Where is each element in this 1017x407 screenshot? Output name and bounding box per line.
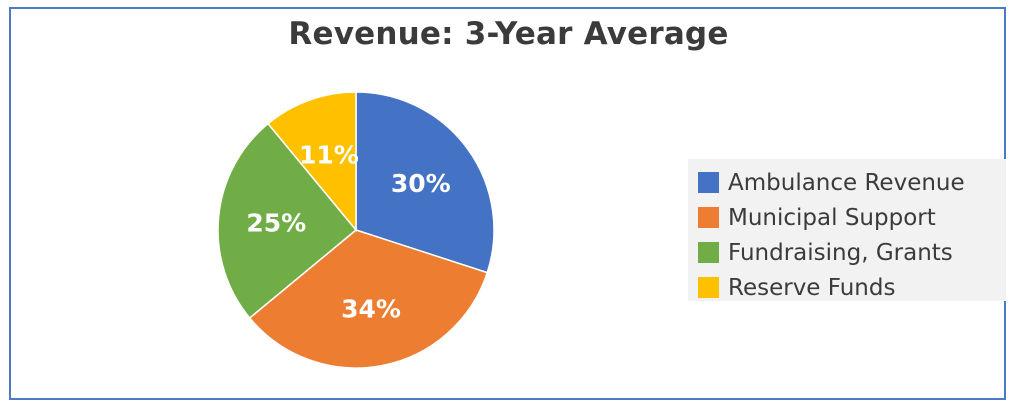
pie-slice-fundraising-grants	[217, 122, 358, 320]
data-label-fundraising-grants: 25%	[246, 209, 306, 238]
legend-item-municipal-support: Municipal Support	[698, 200, 1006, 235]
chart-legend: Ambulance Revenue Municipal Support Fundra…	[688, 159, 1006, 301]
legend-label: Ambulance Revenue	[728, 169, 965, 196]
legend-swatch	[698, 172, 719, 193]
legend-label: Reserve Funds	[728, 274, 896, 301]
data-label-municipal-support: 34%	[341, 295, 401, 324]
legend-swatch	[698, 242, 719, 263]
pie-slice-municipal-support	[248, 229, 489, 369]
legend-item-fundraising-grants: Fundraising, Grants	[698, 235, 1006, 270]
data-label-reserve-funds: 11%	[299, 141, 359, 170]
legend-swatch	[698, 207, 719, 228]
legend-label: Municipal Support	[728, 204, 936, 231]
pie-slice-ambulance-revenue	[355, 91, 495, 274]
data-label-ambulance-revenue: 30%	[391, 169, 451, 198]
pie-slice-reserve-funds	[266, 91, 357, 233]
legend-item-ambulance-revenue: Ambulance Revenue	[698, 165, 1006, 200]
legend-swatch	[698, 277, 719, 298]
legend-item-reserve-funds: Reserve Funds	[698, 270, 1006, 305]
legend-label: Fundraising, Grants	[728, 239, 953, 266]
chart-title: Revenue: 3-Year Average	[288, 16, 729, 52]
